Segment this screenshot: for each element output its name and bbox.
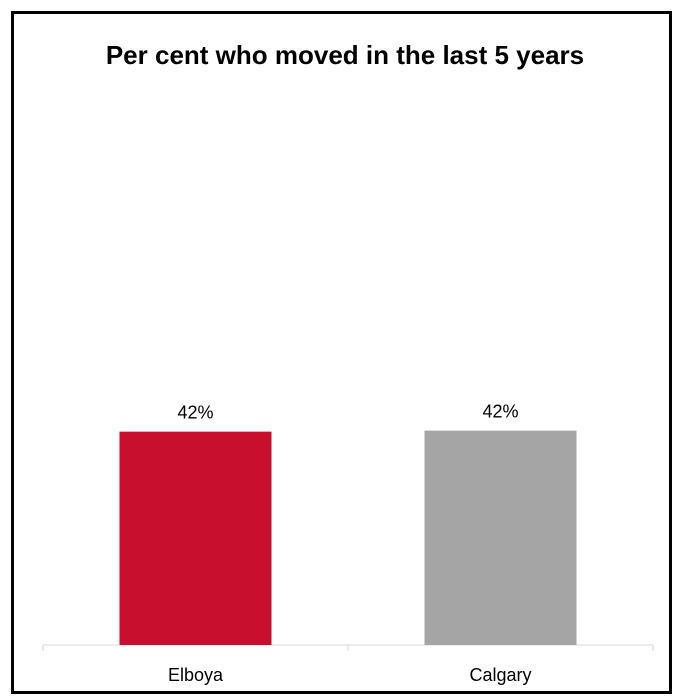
chart-title: Per cent who moved in the last 5 years (105, 40, 585, 70)
data-label-elboya: 42% (177, 403, 213, 423)
bar-calgary (424, 430, 577, 645)
x-tick-label-elboya: Elboya (168, 665, 224, 685)
bar-elboya (119, 431, 272, 645)
data-label-calgary: 42% (482, 402, 518, 422)
x-tick-label-calgary: Calgary (469, 665, 531, 685)
